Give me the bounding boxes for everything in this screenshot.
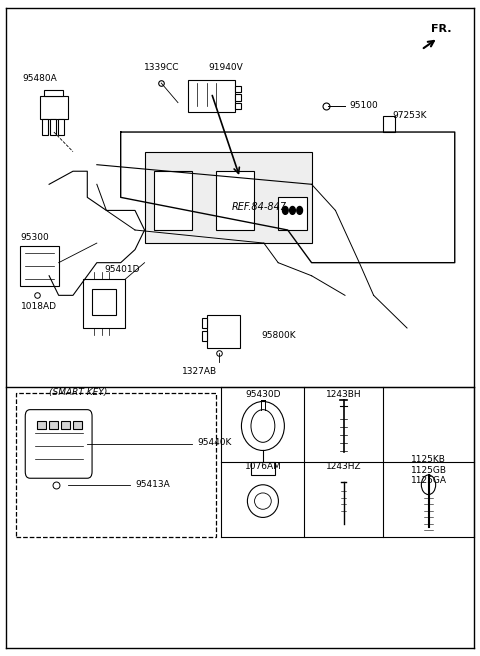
Text: 91940V: 91940V (208, 63, 243, 72)
Text: 1125GA: 1125GA (410, 476, 446, 485)
Text: 1018AD: 1018AD (21, 302, 57, 311)
Bar (235, 94, 241, 100)
Bar (383, 115, 395, 132)
Bar (216, 171, 254, 230)
Bar (44, 90, 63, 96)
Bar (278, 197, 307, 230)
Bar (144, 152, 312, 243)
Bar (50, 119, 56, 135)
Text: 95300: 95300 (21, 233, 49, 242)
Text: 95401D: 95401D (104, 266, 140, 274)
Text: 95480A: 95480A (22, 74, 57, 83)
Text: 95800K: 95800K (262, 331, 296, 340)
Bar (202, 318, 206, 328)
Bar (235, 102, 241, 109)
Ellipse shape (254, 493, 271, 509)
Bar (202, 331, 206, 341)
Bar (42, 119, 48, 135)
Text: 1327AB: 1327AB (182, 367, 217, 376)
Text: 1125KB: 1125KB (411, 455, 446, 464)
Bar (251, 462, 275, 475)
Circle shape (282, 207, 288, 215)
Bar (92, 289, 116, 315)
Text: 95413A: 95413A (135, 480, 170, 489)
Bar (58, 119, 64, 135)
Bar (21, 247, 59, 285)
Bar (39, 96, 68, 119)
Text: 1076AM: 1076AM (244, 462, 281, 471)
Circle shape (289, 207, 295, 215)
Ellipse shape (247, 485, 278, 518)
Bar (37, 421, 46, 429)
Bar (154, 171, 192, 230)
Text: FR.: FR. (431, 24, 451, 34)
Text: (SMART KEY): (SMART KEY) (49, 388, 108, 397)
Bar (235, 86, 241, 92)
Bar (206, 315, 240, 348)
Circle shape (251, 409, 275, 442)
Bar (73, 421, 82, 429)
Circle shape (297, 207, 302, 215)
Text: 95440K: 95440K (197, 438, 231, 447)
Circle shape (421, 475, 436, 495)
Text: 95430D: 95430D (245, 390, 281, 399)
Text: 1243BH: 1243BH (326, 390, 361, 399)
Text: 1243HZ: 1243HZ (326, 462, 361, 471)
Text: 1125GB: 1125GB (410, 466, 446, 475)
FancyBboxPatch shape (25, 409, 92, 478)
Bar (61, 421, 70, 429)
Bar (188, 80, 235, 112)
Ellipse shape (241, 401, 284, 451)
Text: 95100: 95100 (350, 102, 379, 110)
Bar (16, 394, 216, 537)
Text: REF.84-847: REF.84-847 (231, 202, 287, 212)
Text: 97253K: 97253K (393, 112, 427, 120)
Text: 1339CC: 1339CC (144, 63, 179, 72)
Bar (83, 279, 125, 328)
Bar (49, 421, 58, 429)
